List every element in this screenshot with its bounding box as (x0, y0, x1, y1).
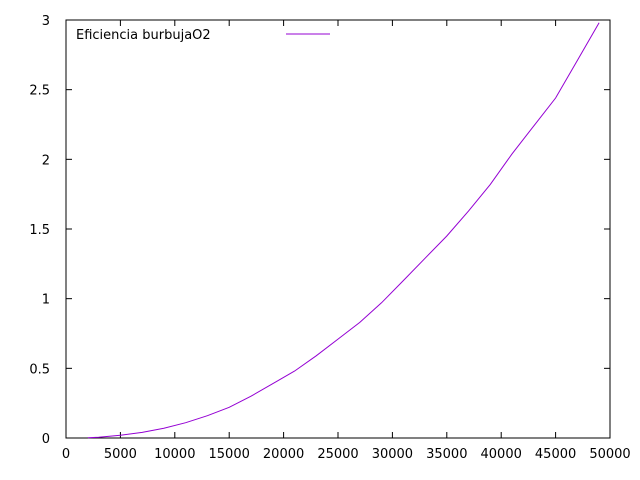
x-tick-label: 40000 (481, 447, 522, 462)
x-tick-label: 20000 (263, 447, 304, 462)
plot-frame (65, 19, 611, 439)
series-line (87, 22, 600, 439)
x-axis-tick-labels: 0 5000 10000 15000 20000 25000 30000 35000 40000… (62, 447, 631, 462)
y-axis-tick-labels: 0 0.5 1 1.5 2 2.5 3 (29, 14, 50, 447)
x-tick-label: 35000 (426, 447, 467, 462)
x-tick-label: 50000 (589, 447, 630, 462)
y-tick-label: 1 (42, 293, 50, 308)
tick-marks (65, 19, 611, 439)
x-tick-label: 15000 (209, 447, 250, 462)
y-tick-label: 2 (42, 153, 50, 168)
series-layer (87, 22, 600, 439)
x-tick-label: 30000 (372, 447, 413, 462)
y-tick-label: 0 (42, 432, 50, 447)
y-tick-label: 1.5 (29, 223, 50, 238)
y-tick-label: 3 (42, 14, 50, 29)
x-tick-label: 5000 (104, 447, 137, 462)
y-tick-label: 2.5 (29, 84, 50, 99)
legend: Eficiencia burbujaO2 (76, 28, 330, 43)
x-tick-label: 0 (62, 447, 70, 462)
y-tick-label: 0.5 (29, 362, 50, 377)
x-tick-label: 45000 (535, 447, 576, 462)
x-tick-label: 25000 (317, 447, 358, 462)
x-tick-label: 10000 (154, 447, 195, 462)
legend-label: Eficiencia burbujaO2 (76, 28, 211, 43)
